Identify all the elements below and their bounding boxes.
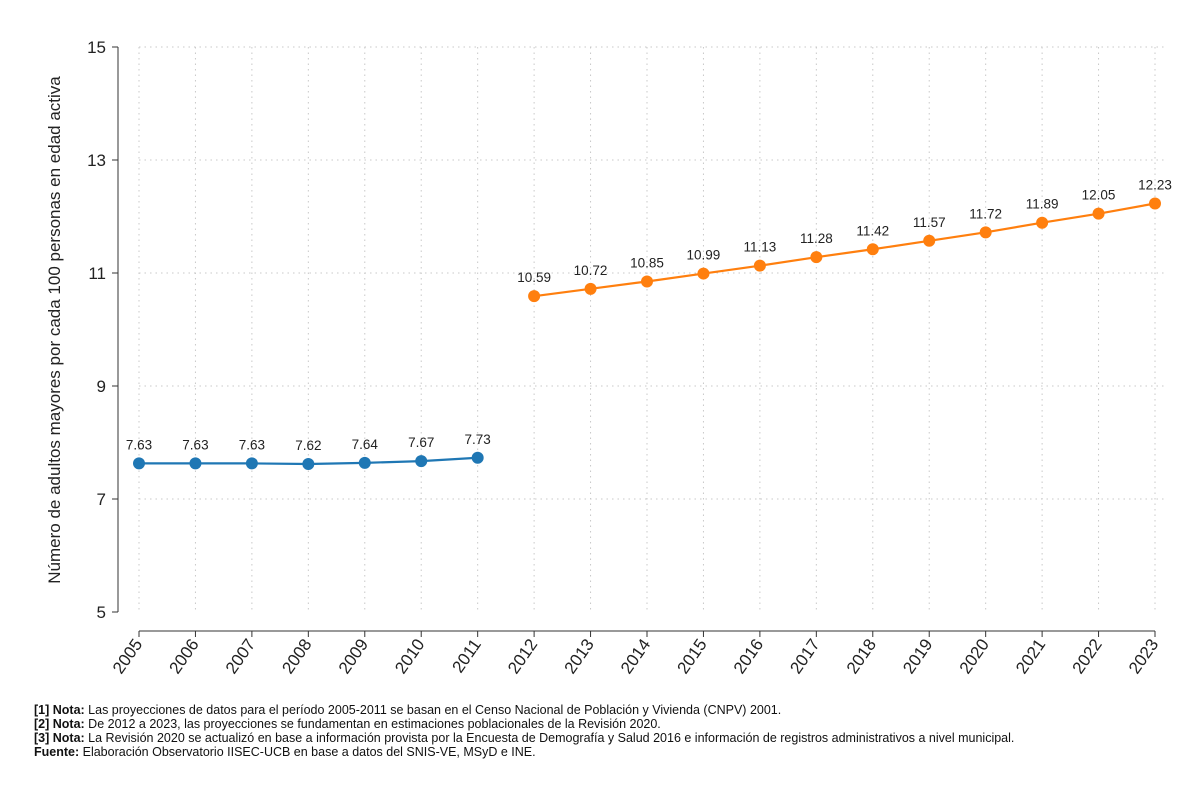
x-tick-label: 2017 [786, 635, 823, 677]
x-tick-label: 2021 [1012, 635, 1049, 677]
data-label: 7.62 [295, 438, 321, 453]
y-tick-label: 11 [88, 264, 106, 283]
data-point [979, 226, 992, 239]
line-chart: 5 7 9 11 13 15 2005 2006 2007 2008 2009 2010 2011 201… [45, 38, 1172, 677]
x-tick-label: 2012 [504, 635, 541, 677]
source-line: Fuente: Elaboración Observatorio IISEC-U… [34, 745, 1174, 759]
x-tick-label: 2023 [1125, 635, 1162, 677]
x-tick-label: 2020 [956, 635, 993, 677]
y-tick-label: 13 [87, 151, 106, 170]
data-point [923, 234, 936, 247]
data-label: 12.23 [1138, 178, 1172, 193]
data-label: 11.28 [800, 231, 833, 246]
data-label: 10.99 [687, 248, 721, 263]
data-label: 11.89 [1026, 197, 1059, 212]
x-tick-label: 2009 [335, 635, 372, 677]
x-tick-label: 2022 [1069, 635, 1106, 677]
note-3-prefix: [3] Nota: [34, 731, 85, 745]
data-label: 10.72 [574, 263, 608, 278]
x-tick-label: 2013 [561, 635, 598, 677]
source-prefix: Fuente: [34, 745, 80, 759]
y-tick-label: 15 [87, 38, 106, 57]
note-2-prefix: [2] Nota: [34, 717, 85, 731]
data-point [471, 451, 484, 464]
data-point [866, 243, 879, 256]
data-label: 7.73 [465, 432, 491, 447]
x-tick-label: 2010 [391, 635, 428, 677]
x-tick-label: 2008 [278, 635, 315, 677]
note-1-text: Las proyecciones de datos para el períod… [84, 703, 782, 717]
x-tick-label: 2007 [222, 635, 259, 677]
data-point [810, 251, 823, 264]
y-axis-title: Número de adultos mayores por cada 100 p… [45, 76, 64, 584]
data-point [528, 290, 541, 303]
x-tick-label: 2005 [109, 635, 146, 677]
data-point [697, 267, 710, 280]
source-text: Elaboración Observatorio IISEC-UCB en ba… [79, 745, 536, 759]
data-point [753, 259, 766, 272]
data-point [189, 457, 202, 470]
note-1-prefix: [1] Nota: [34, 703, 85, 717]
data-label: 7.63 [126, 437, 152, 452]
y-tick-label: 5 [97, 603, 106, 622]
data-point [245, 457, 258, 470]
x-tick-label: 2015 [673, 635, 710, 677]
data-point [1149, 197, 1161, 210]
note-3: [3] Nota: La Revisión 2020 se actualizó … [34, 731, 1174, 745]
data-point [1092, 207, 1105, 220]
x-tick-label: 2006 [165, 635, 202, 677]
data-label: 12.05 [1082, 188, 1116, 203]
data-label: 11.13 [743, 240, 776, 255]
data-label: 11.57 [913, 215, 946, 230]
notes-block: [1] Nota: Las proyecciones de datos para… [34, 703, 1174, 759]
data-point [302, 457, 315, 470]
y-tick-label: 9 [97, 377, 106, 396]
x-tick-label: 2011 [448, 635, 485, 676]
data-label: 11.42 [856, 223, 889, 238]
data-label: 7.64 [352, 437, 379, 452]
x-tick-label: 2014 [617, 635, 654, 677]
y-tick-label: 7 [97, 490, 106, 509]
data-point [415, 455, 428, 468]
data-point [641, 275, 653, 288]
x-tick-label: 2019 [899, 635, 936, 677]
x-tick-label: 2018 [843, 635, 880, 677]
data-point [133, 457, 145, 470]
data-label: 11.72 [969, 206, 1002, 221]
data-label: 10.85 [630, 255, 664, 270]
data-point [358, 456, 371, 469]
note-1: [1] Nota: Las proyecciones de datos para… [34, 703, 1174, 717]
data-label: 7.63 [239, 437, 265, 452]
data-point [1036, 216, 1049, 229]
note-3-text: La Revisión 2020 se actualizó en base a … [84, 731, 1015, 745]
note-2-text: De 2012 a 2023, las proyecciones se fund… [84, 717, 661, 731]
note-2: [2] Nota: De 2012 a 2023, las proyeccion… [34, 717, 1174, 731]
data-point [584, 282, 597, 295]
x-tick-label: 2016 [730, 635, 767, 677]
data-label: 10.59 [517, 270, 551, 285]
data-label: 7.63 [182, 437, 208, 452]
chart: 5 7 9 11 13 15 2005 2006 2007 2008 2009 2010 2011 201… [45, 38, 1172, 677]
series-line [533, 202, 1156, 298]
data-label: 7.67 [408, 435, 434, 450]
